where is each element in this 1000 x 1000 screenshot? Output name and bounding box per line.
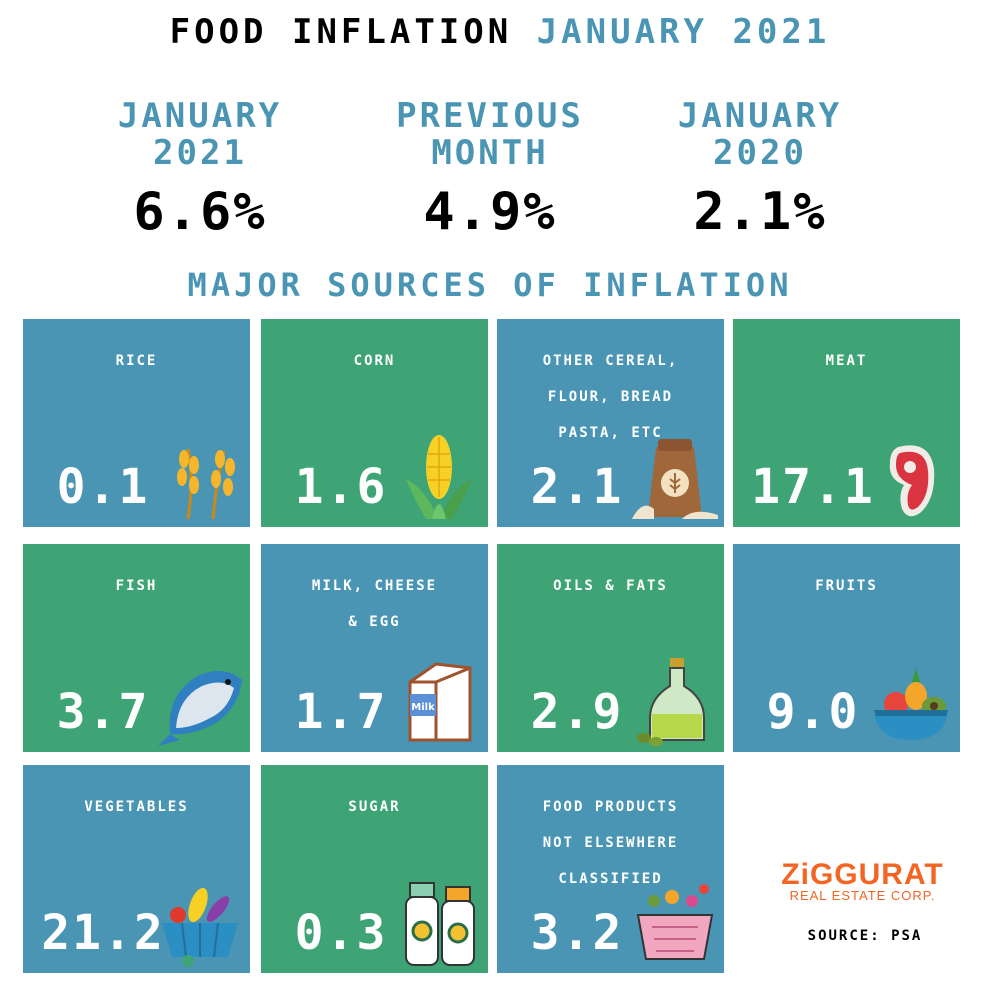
stat-label: PREVIOUS MONTH (396, 96, 584, 173)
ziggurat-logo: ZiGGURAT REAL ESTATE CORP. (775, 858, 950, 903)
tile-value: 3.7 (56, 684, 150, 740)
section-title: MAJOR SOURCES OF INFLATION (187, 266, 793, 304)
tile-label: MILK, CHEESE & EGG (311, 578, 438, 630)
stat-label: JANUARY 2021 (117, 96, 283, 173)
logo-brand: ZiGGURAT (781, 858, 944, 891)
fruit-bowl-icon (874, 668, 948, 740)
tile-value: 3.2 (530, 905, 624, 961)
tile-value: 2.9 (530, 684, 624, 740)
corn-icon (406, 435, 472, 519)
tile-sugar: SUGAR 0.3 (261, 765, 488, 973)
rice-icon (177, 448, 235, 520)
tile-value: 2.1 (530, 459, 624, 515)
tile-value: 1.6 (294, 459, 388, 515)
fish-icon (158, 670, 242, 746)
stat-january-2021: JANUARY 2021 6.6% (70, 96, 330, 243)
tile-label: FRUITS (815, 578, 878, 594)
tile-meat: MEAT 17.1 (733, 319, 960, 527)
tile-label: CORN (353, 353, 396, 369)
tile-oils-fats: OILS & FATS 2.9 (497, 544, 724, 752)
title-main: FOOD INFLATION (169, 12, 513, 52)
page-title: FOOD INFLATION JANUARY 2021 (0, 12, 1000, 52)
sugar-jars-icon (405, 882, 475, 966)
steak-icon (889, 445, 935, 517)
milk-carton-icon: Milk (408, 662, 472, 742)
stat-previous-month: PREVIOUS MONTH 4.9% (360, 96, 620, 243)
tile-corn: CORN 1.6 (261, 319, 488, 527)
logo-sub: REAL ESTATE CORP. (789, 888, 936, 903)
title-accent: JANUARY 2021 (536, 12, 831, 52)
tile-rice: RICE 0.1 (23, 319, 250, 527)
tile-value: 1.7 (294, 684, 388, 740)
tile-label: VEGETABLES (84, 799, 189, 815)
tile-label: RICE (115, 353, 158, 369)
stat-value: 6.6% (133, 182, 267, 242)
flour-sack-icon (632, 439, 718, 519)
food-basket-icon (636, 884, 714, 960)
tile-label: OTHER CEREAL, FLOUR, BREAD PASTA, ETC (542, 353, 679, 441)
stat-value: 4.9% (423, 182, 557, 242)
tile-food-products-nec: FOOD PRODUCTS NOT ELSEWHERE CLASSIFIED 3… (497, 765, 724, 973)
tile-value: 9.0 (766, 684, 860, 740)
tile-label: MEAT (825, 353, 868, 369)
source-note: SOURCE: PSA (807, 928, 923, 944)
vegetable-basket-icon (162, 887, 238, 967)
tile-value: 21.2 (41, 905, 165, 961)
tile-fish: FISH 3.7 (23, 544, 250, 752)
tile-label: OILS & FATS (553, 578, 668, 594)
tile-label: FISH (115, 578, 158, 594)
tile-fruits: FRUITS 9.0 (733, 544, 960, 752)
tile-value: 0.3 (294, 905, 388, 961)
svg-text:Milk: Milk (411, 702, 435, 713)
tile-milk-cheese-egg: MILK, CHEESE & EGG 1.7 Milk (261, 544, 488, 752)
stat-january-2020: JANUARY 2020 2.1% (630, 96, 890, 243)
tile-value: 17.1 (751, 459, 875, 515)
tile-other-cereal: OTHER CEREAL, FLOUR, BREAD PASTA, ETC 2.… (497, 319, 724, 527)
oil-bottle-icon (637, 658, 705, 746)
stat-value: 2.1% (693, 182, 827, 242)
tile-value: 0.1 (56, 459, 150, 515)
tile-label: FOOD PRODUCTS NOT ELSEWHERE CLASSIFIED (542, 799, 679, 887)
tile-vegetables: VEGETABLES 21.2 (23, 765, 250, 973)
stat-label: JANUARY 2020 (677, 96, 843, 173)
tile-label: SUGAR (348, 799, 401, 815)
